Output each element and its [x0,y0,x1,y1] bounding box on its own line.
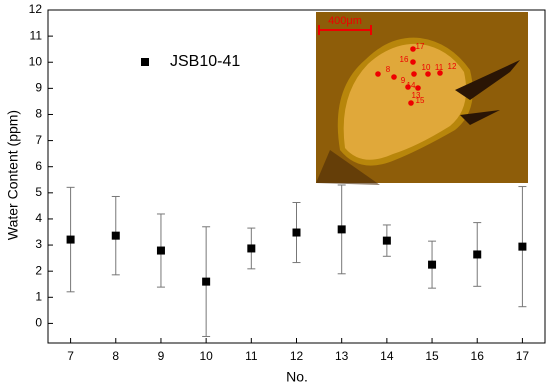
inset-crack [460,110,500,125]
point [292,228,301,237]
spot [410,59,416,65]
inset-crack [455,60,520,100]
spot-label: 11 [435,63,444,72]
y-axis-label: Water Content (ppm) [5,110,21,240]
spot-label: 17 [416,42,425,51]
x-tick-label: 13 [335,349,349,363]
x-tick-label: 7 [67,349,74,363]
y-tick-label: 8 [35,107,42,121]
spot [410,46,416,52]
spot [425,71,431,77]
y-tick-label: 12 [29,2,43,16]
scale-label: 400μm [328,15,362,27]
point [202,277,211,286]
x-tick-label: 14 [380,349,394,363]
point [428,260,437,269]
spot [405,84,411,90]
spot-label: 13 [412,91,421,100]
spot-label: 10 [422,63,431,72]
x-tick-label: 10 [199,349,213,363]
spot [375,71,381,77]
point [382,236,391,245]
y-tick-label: 10 [29,54,43,68]
x-tick-label: 11 [245,349,258,363]
y-tick-label: 1 [35,289,42,303]
spot [415,85,421,91]
legend-marker [141,58,149,66]
y-tick-label: 6 [35,159,42,173]
y-tick-label: 9 [35,81,42,95]
inset-shadow [316,150,380,185]
x-tick-label: 15 [425,349,439,363]
spot [408,100,414,106]
spot-label: 15 [416,96,425,105]
y-tick-label: 7 [35,133,42,147]
point [66,235,75,244]
inset-dark-rim [316,12,528,183]
inset-grain [343,43,467,160]
legend-label: JSB10-41 [170,53,240,70]
x-tick-label: 8 [112,349,119,363]
point [111,231,120,240]
spot-label: 14 [407,81,416,90]
x-axis-label: No. [286,369,308,385]
spot [437,70,443,76]
point [518,242,527,251]
point [247,244,256,253]
spot-label: 8 [386,65,391,74]
y-tick-label: 0 [35,316,42,330]
y-tick-label: 5 [35,185,42,199]
y-tick-label: 3 [35,237,42,251]
x-tick-label: 17 [516,349,530,363]
y-tick-label: 2 [35,263,42,277]
spot-label: 9 [401,76,406,85]
point [473,250,482,259]
y-tick-label: 4 [35,211,42,225]
spot [391,74,397,80]
spot-label: 16 [400,55,409,64]
spot [411,71,417,77]
point [156,246,165,255]
y-tick-label: 11 [30,28,43,42]
x-tick-label: 16 [471,349,485,363]
point [337,225,346,234]
x-tick-label: 12 [290,349,304,363]
spot-label: 12 [448,62,457,71]
x-tick-label: 9 [158,349,165,363]
